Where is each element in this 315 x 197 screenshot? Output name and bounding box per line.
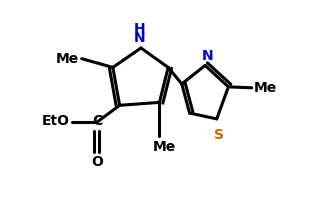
Text: H: H [134, 22, 146, 36]
Text: C: C [92, 114, 102, 128]
Text: N: N [134, 31, 146, 45]
Text: Me: Me [254, 81, 277, 95]
Text: O: O [91, 155, 103, 169]
Text: S: S [214, 128, 224, 142]
Text: Me: Me [153, 140, 176, 154]
Text: N: N [202, 49, 213, 63]
Text: EtO: EtO [42, 114, 70, 128]
Text: Me: Me [56, 52, 79, 66]
